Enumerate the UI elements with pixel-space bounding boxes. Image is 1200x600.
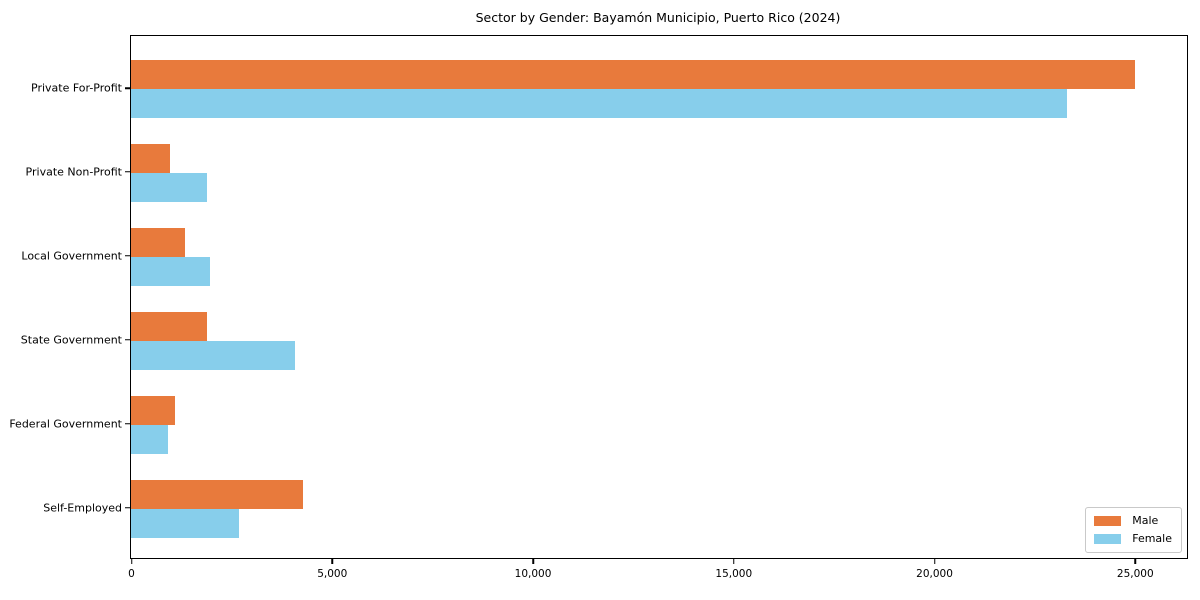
bar-group	[131, 395, 176, 454]
x-tick-label: 10,000	[514, 568, 552, 580]
x-tick-mark	[1134, 558, 1137, 564]
chart-title: Sector by Gender: Bayamón Municipio, Pue…	[475, 10, 841, 25]
x-tick-label: 5,000	[317, 568, 348, 580]
bar-male-self-employed	[131, 479, 304, 509]
legend-label-female: Female	[1132, 532, 1172, 545]
legend-entry-female: Female	[1094, 533, 1172, 545]
bar-male-private-for-profit	[131, 60, 1135, 89]
y-tick-mark	[124, 87, 130, 89]
bar-female-state-government	[131, 340, 296, 370]
plot-area: Male Female	[130, 35, 1188, 559]
y-tick-label: Private Non-Profit	[25, 165, 122, 179]
bar-group	[131, 60, 1135, 118]
bar-female-private-non-profit	[131, 172, 207, 202]
x-tick-mark	[933, 558, 936, 564]
x-tick-mark	[532, 558, 534, 564]
bar-group	[131, 143, 207, 202]
x-tick-mark	[733, 558, 735, 564]
bar-female-local-government	[131, 256, 211, 286]
bar-female-private-for-profit	[131, 89, 1067, 118]
legend-label-male: Male	[1132, 514, 1159, 527]
bar-male-federal-government	[131, 395, 176, 425]
bar-group	[131, 227, 211, 286]
x-tick-label: 0	[128, 568, 135, 580]
x-tick-mark	[331, 558, 333, 564]
male-swatch-icon	[1094, 516, 1122, 526]
y-tick-mark	[124, 338, 130, 341]
bar-male-local-government	[131, 227, 186, 257]
y-tick-label: Self-Employed	[43, 501, 122, 514]
x-tick-label: 15,000	[715, 568, 753, 580]
y-tick-label: State Government	[20, 333, 122, 347]
bar-female-federal-government	[131, 424, 168, 454]
bar-group	[131, 311, 296, 370]
female-swatch-icon	[1094, 534, 1122, 544]
y-tick-mark	[124, 171, 130, 173]
y-tick-mark	[124, 422, 130, 425]
y-tick-label: Federal Government	[9, 417, 122, 431]
legend-entry-male: Male	[1094, 515, 1172, 527]
x-tick-label: 25,000	[1116, 568, 1154, 580]
legend: Male Female	[1085, 507, 1182, 553]
bar-male-state-government	[131, 311, 207, 341]
y-tick-label: Local Government	[21, 249, 122, 263]
bar-group	[131, 479, 304, 538]
y-tick-mark	[124, 255, 130, 257]
y-tick-mark	[124, 506, 130, 509]
bar-female-self-employed	[131, 508, 240, 538]
x-tick-label: 20,000	[916, 568, 953, 580]
y-tick-label: Private For-Profit	[31, 81, 122, 95]
x-tick-mark	[130, 558, 133, 564]
bar-male-private-non-profit	[131, 143, 170, 173]
